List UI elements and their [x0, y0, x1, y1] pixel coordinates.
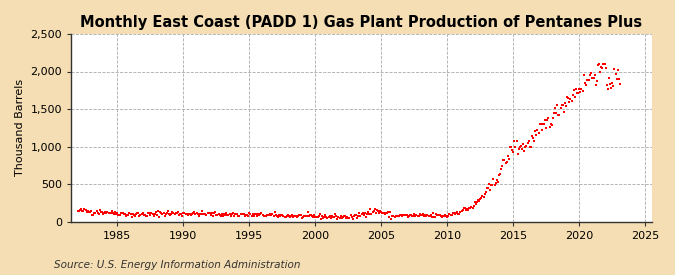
Title: Monthly East Coast (PADD 1) Gas Plant Production of Pentanes Plus: Monthly East Coast (PADD 1) Gas Plant Pr… — [80, 15, 643, 30]
Y-axis label: Thousand Barrels: Thousand Barrels — [15, 79, 25, 176]
Text: Source: U.S. Energy Information Administration: Source: U.S. Energy Information Administ… — [54, 260, 300, 270]
